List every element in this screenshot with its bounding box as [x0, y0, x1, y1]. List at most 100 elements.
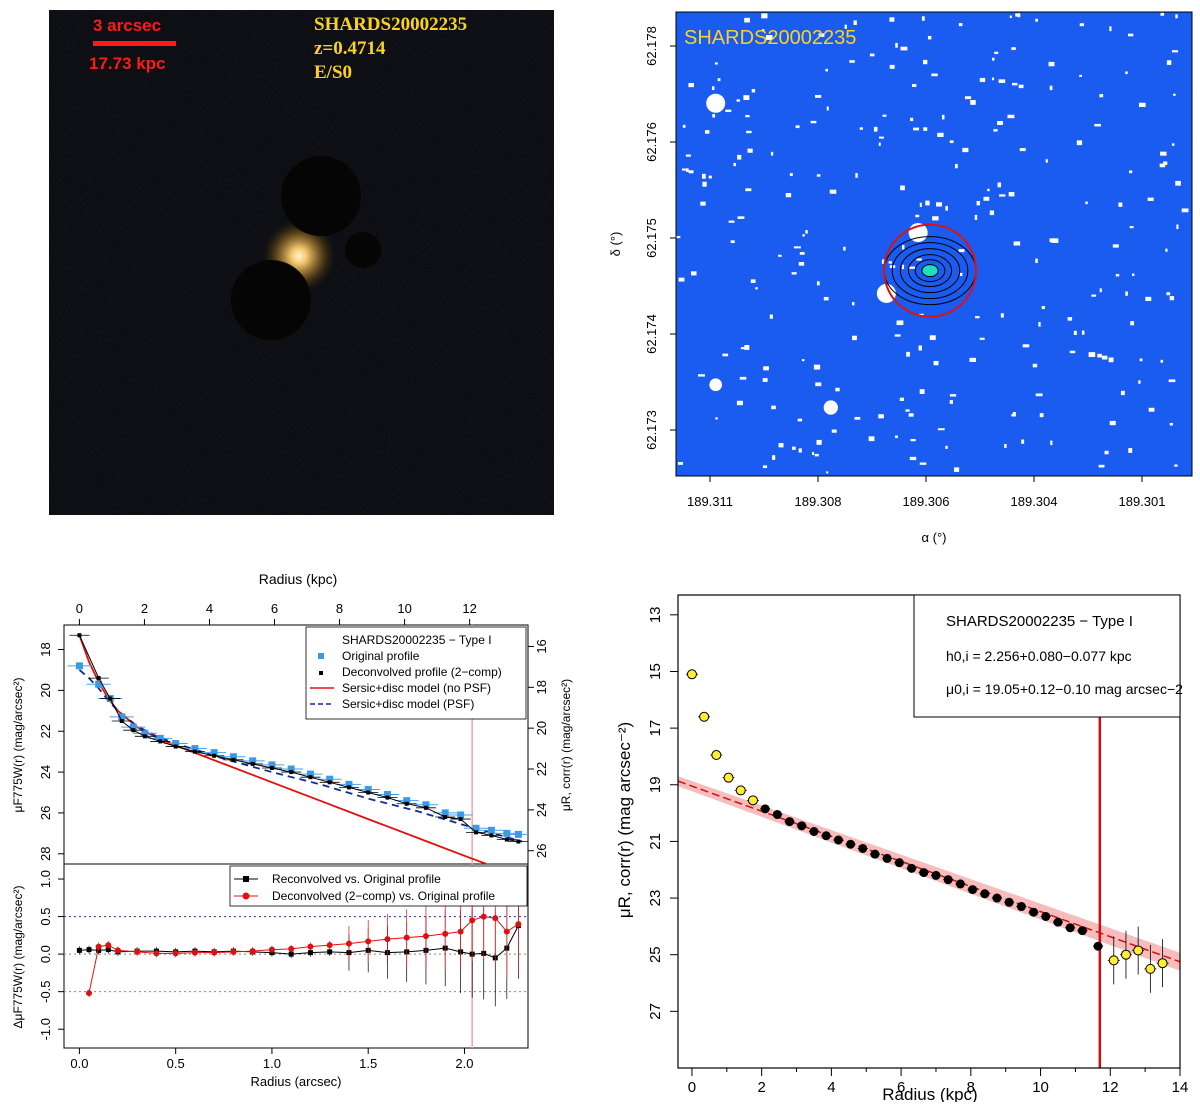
noise-speck — [795, 125, 800, 129]
noise-speck — [900, 46, 908, 51]
black-data-point — [870, 849, 880, 859]
noise-speck — [843, 246, 846, 251]
noise-speck — [910, 117, 914, 122]
y-tick-label: 20 — [38, 683, 53, 697]
noise-speck — [771, 405, 776, 410]
yellow-data-point — [723, 772, 734, 783]
noise-speck — [1125, 71, 1128, 75]
deconvolved-residual-point — [457, 928, 464, 935]
scale-bar — [93, 41, 176, 46]
black-data-point — [1041, 911, 1051, 921]
noise-speck — [761, 13, 768, 19]
noise-speck — [698, 374, 705, 377]
noise-speck — [997, 182, 1002, 188]
y-tick-label: 23 — [647, 890, 664, 907]
noise-speck — [1088, 352, 1096, 358]
noise-speck — [1138, 102, 1146, 108]
legend-title: SHARDS20002235 − Type I — [342, 633, 492, 647]
mask-circle — [706, 93, 726, 113]
deconvolved-point — [327, 780, 332, 785]
deconvolved-residual-point — [503, 928, 510, 935]
x-tick-label: 189.311 — [687, 494, 733, 509]
x-axis-label: α (°) — [922, 530, 947, 545]
morphology-label: E/S0 — [314, 62, 353, 83]
noise-speck — [814, 94, 822, 98]
noise-speck — [682, 124, 686, 128]
noise-speck — [1021, 439, 1025, 444]
noise-speck — [949, 140, 954, 144]
noise-speck — [1129, 225, 1134, 229]
map-title: SHARDS20002235 — [684, 27, 856, 49]
y-tick-label: 18 — [38, 642, 53, 656]
noise-speck — [941, 114, 945, 120]
noise-speck — [1004, 444, 1007, 448]
x-tick-label: 0.0 — [70, 1056, 88, 1071]
noise-speck — [855, 173, 858, 178]
noise-speck — [704, 130, 710, 134]
map-frame — [675, 11, 1193, 477]
noise-speck — [859, 127, 863, 130]
scale-kpc-label: 17.73 kpc — [89, 54, 166, 73]
deconvolved-residual-point — [422, 933, 429, 940]
black-data-point — [943, 875, 953, 885]
black-data-point — [821, 831, 831, 841]
original-point — [287, 765, 295, 773]
noise-speck — [1159, 163, 1166, 168]
right-y-tick-label: 20 — [534, 721, 549, 735]
noise-speck — [1035, 18, 1038, 22]
legend-marker-original — [318, 653, 324, 659]
original-point — [141, 729, 149, 737]
noise-speck — [919, 389, 925, 394]
noise-speck — [852, 335, 857, 341]
profile-legend-box — [305, 626, 527, 720]
deconvolved-point — [423, 805, 428, 810]
noise-speck — [896, 320, 904, 326]
residual-y-axis-label: ΔμF775W(r) (mag/arcsec²) — [11, 886, 25, 1029]
deconvolved-point — [158, 739, 163, 744]
noise-speck — [906, 351, 910, 357]
legend-entry: Deconvolved (2−comp) vs. Original profil… — [272, 889, 495, 903]
deconvolved-residual-point — [403, 934, 410, 941]
original-point — [118, 713, 126, 721]
reconvolved-residual-point — [76, 947, 82, 953]
top-x-tick-label: 6 — [271, 601, 278, 616]
noise-speck — [739, 376, 747, 380]
noise-speck — [919, 202, 922, 208]
noise-speck — [688, 170, 694, 174]
noise-speck — [835, 387, 840, 392]
noise-speck — [1160, 151, 1167, 156]
noise-speck — [889, 64, 895, 69]
black-data-point — [846, 839, 856, 849]
noise-speck — [1175, 180, 1181, 186]
x-tick-label: 1.0 — [263, 1056, 281, 1071]
noise-speck — [916, 258, 922, 261]
yellow-data-point — [686, 669, 697, 680]
right-y-tick-label: 16 — [534, 639, 549, 653]
noise-speck — [785, 193, 792, 198]
noise-speck — [991, 57, 995, 61]
noise-speck — [1169, 296, 1175, 301]
y-tick-label: 62.173 — [644, 410, 659, 450]
noise-speck — [1085, 201, 1088, 205]
deconvolved-point — [308, 775, 313, 780]
noise-speck — [1163, 161, 1168, 165]
y-tick-label: 62.174 — [644, 314, 659, 354]
noise-speck — [1138, 380, 1141, 384]
black-data-point — [1077, 926, 1087, 936]
noise-speck — [1176, 224, 1179, 230]
noise-speck — [908, 413, 914, 417]
noise-speck — [1099, 94, 1104, 98]
residual-legend-box — [229, 865, 528, 907]
noise-speck — [1099, 288, 1102, 293]
original-point — [156, 734, 164, 742]
noise-speck — [763, 366, 769, 371]
noise-speck — [825, 68, 829, 72]
noise-speck — [1101, 355, 1108, 360]
noise-speck — [969, 357, 977, 363]
original-point — [326, 775, 334, 783]
noise-speck — [733, 162, 736, 167]
mask-circle — [709, 378, 723, 392]
residual-y-tick-label: 1.0 — [38, 870, 53, 888]
reconvolved-residual-point — [307, 950, 313, 956]
